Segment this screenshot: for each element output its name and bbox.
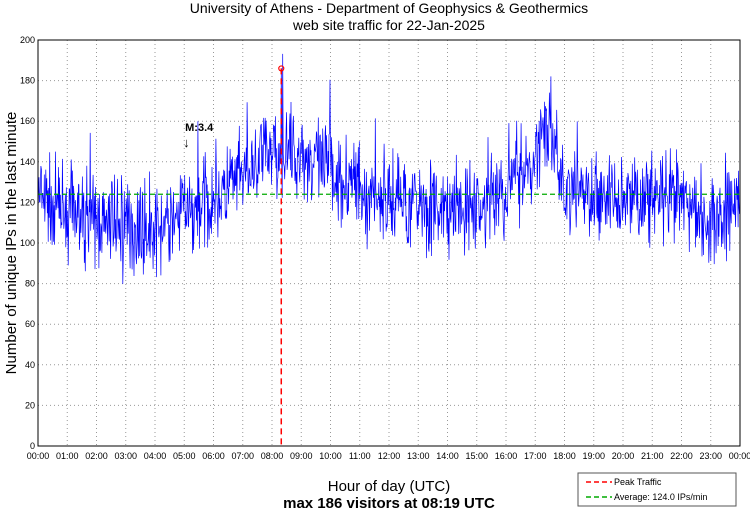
x-tick-label: 11:00 xyxy=(349,451,371,461)
chart-subtitle: web site traffic for 22-Jan-2025 xyxy=(292,17,485,33)
series-line xyxy=(37,53,741,284)
x-tick-label: 01:00 xyxy=(56,451,79,461)
x-tick-label: 02:00 xyxy=(85,451,108,461)
x-axis-label: Hour of day (UTC) xyxy=(328,478,451,495)
legend: Peak Traffic Average: 124.0 IPs/min xyxy=(577,472,737,507)
x-tick-label: 00:00 xyxy=(729,451,750,461)
x-tick-label: 09:00 xyxy=(290,451,313,461)
x-tick-label: 03:00 xyxy=(114,451,137,461)
x-tick-label: 05:00 xyxy=(173,451,196,461)
x-tick-label: 15:00 xyxy=(465,451,488,461)
legend-peak-label: Peak Traffic xyxy=(614,477,662,487)
x-tick-label: 20:00 xyxy=(612,451,635,461)
chart-title: University of Athens - Department of Geo… xyxy=(190,0,588,16)
x-tick-label: 08:00 xyxy=(261,451,284,461)
grid xyxy=(38,40,740,446)
x-tick-label: 17:00 xyxy=(524,451,547,461)
max-visitors-label: max 186 visitors at 08:19 UTC xyxy=(283,495,495,511)
x-tick-label: 06:00 xyxy=(202,451,225,461)
y-tick-label: 180 xyxy=(20,76,35,86)
earthquake-annotation: M:3.4 xyxy=(185,122,214,134)
y-tick-label: 0 xyxy=(30,441,35,451)
legend-box xyxy=(577,472,737,507)
x-tick-label: 13:00 xyxy=(407,451,430,461)
x-tick-label: 19:00 xyxy=(582,451,605,461)
x-tick-label: 23:00 xyxy=(699,451,722,461)
x-tick-label: 00:00 xyxy=(27,451,50,461)
y-tick-label: 120 xyxy=(20,197,35,207)
y-tick-label: 100 xyxy=(20,238,35,248)
y-tick-label: 20 xyxy=(25,400,35,410)
y-tick-label: 80 xyxy=(25,279,35,289)
y-tick-label: 140 xyxy=(20,157,35,167)
x-tick-label: 22:00 xyxy=(670,451,693,461)
legend-average-label: Average: 124.0 IPs/min xyxy=(614,492,707,502)
x-tick-label: 12:00 xyxy=(378,451,401,461)
x-tick-label: 04:00 xyxy=(144,451,167,461)
y-tick-label: 200 xyxy=(20,35,35,45)
peak-marker xyxy=(278,65,285,72)
x-tick-label: 07:00 xyxy=(231,451,254,461)
axis-ticks: 0 20 40 60 80 100 120 140 160 180 200 00:00 01:00 02:… xyxy=(20,35,750,461)
x-tick-label: 16:00 xyxy=(495,451,518,461)
x-tick-label: 14:00 xyxy=(436,451,459,461)
y-tick-label: 60 xyxy=(25,319,35,329)
traffic-series xyxy=(37,53,741,284)
y-tick-label: 40 xyxy=(25,360,35,370)
y-axis-label: Number of unique IPs in the last minute xyxy=(3,112,20,375)
plot-frame xyxy=(37,39,741,447)
x-tick-label: 18:00 xyxy=(553,451,576,461)
arrow-down-icon: ↓ xyxy=(183,135,190,150)
y-tick-label: 160 xyxy=(20,116,35,126)
x-tick-label: 21:00 xyxy=(641,451,664,461)
x-tick-label: 10:00 xyxy=(319,451,342,461)
